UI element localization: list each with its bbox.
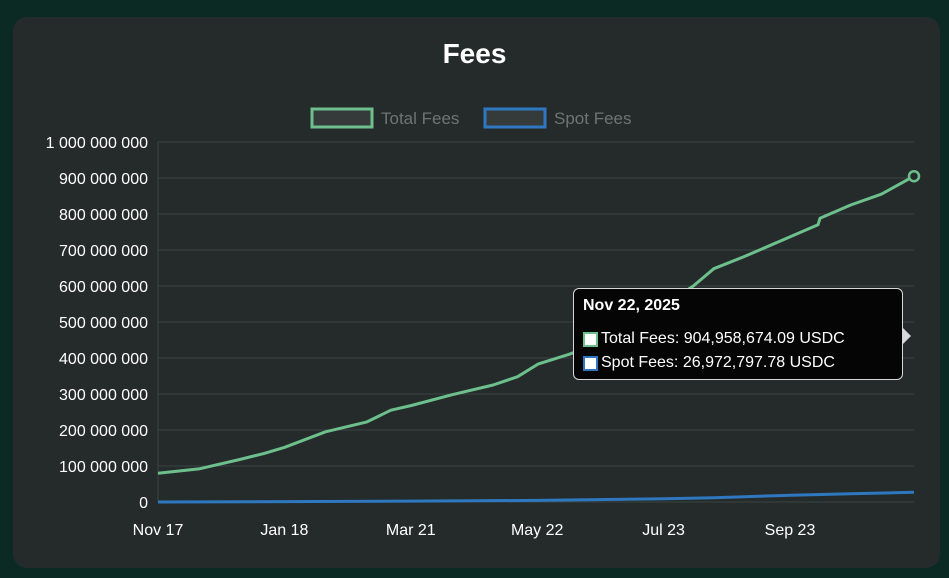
legend-label-1: Spot Fees bbox=[554, 109, 632, 128]
y-tick-label: 400 000 000 bbox=[59, 351, 148, 368]
x-tick-label: Jul 23 bbox=[642, 522, 685, 539]
tooltip-spot-text: Spot Fees: 26,972,797.78 USDC bbox=[601, 354, 835, 371]
hover-point-marker bbox=[907, 169, 921, 183]
chart-title: Fees bbox=[442, 38, 507, 69]
y-tick-label: 600 000 000 bbox=[59, 279, 148, 296]
tooltip-row-spot: Spot Fees: 26,972,797.78 USDC bbox=[583, 351, 893, 375]
y-tick-label: 800 000 000 bbox=[59, 207, 148, 224]
hover-tooltip: Nov 22, 2025 Total Fees: 904,958,674.09 … bbox=[573, 288, 911, 380]
series-line-total-fees bbox=[157, 174, 915, 475]
x-tick-label: Sep 23 bbox=[765, 522, 816, 539]
x-tick-label: Jan 18 bbox=[260, 522, 308, 539]
legend-swatch-1 bbox=[483, 107, 547, 129]
y-tick-label: 900 000 000 bbox=[59, 171, 148, 188]
y-tick-label: 1 000 000 000 bbox=[46, 135, 148, 152]
y-tick-label: 300 000 000 bbox=[59, 387, 148, 404]
tooltip-date: Nov 22, 2025 bbox=[583, 297, 680, 314]
spot-fees-swatch bbox=[583, 355, 598, 371]
total-fees-swatch bbox=[583, 331, 598, 347]
y-tick-label: 500 000 000 bbox=[59, 315, 148, 332]
legend-label-0: Total Fees bbox=[381, 109, 459, 128]
y-tick-label: 100 000 000 bbox=[59, 459, 148, 476]
x-tick-label: Mar 21 bbox=[386, 522, 436, 539]
tooltip-total-text: Total Fees: 904,958,674.09 USDC bbox=[601, 330, 845, 347]
tooltip-row-total: Total Fees: 904,958,674.09 USDC bbox=[583, 327, 893, 351]
x-tick-label: Nov 17 bbox=[133, 522, 184, 539]
y-tick-label: 200 000 000 bbox=[59, 423, 148, 440]
series-line-spot-fees bbox=[157, 490, 915, 504]
y-tick-label: 0 bbox=[139, 495, 148, 512]
legend-swatch-0 bbox=[310, 107, 374, 129]
y-tick-label: 700 000 000 bbox=[59, 243, 148, 260]
x-tick-label: May 22 bbox=[511, 522, 564, 539]
